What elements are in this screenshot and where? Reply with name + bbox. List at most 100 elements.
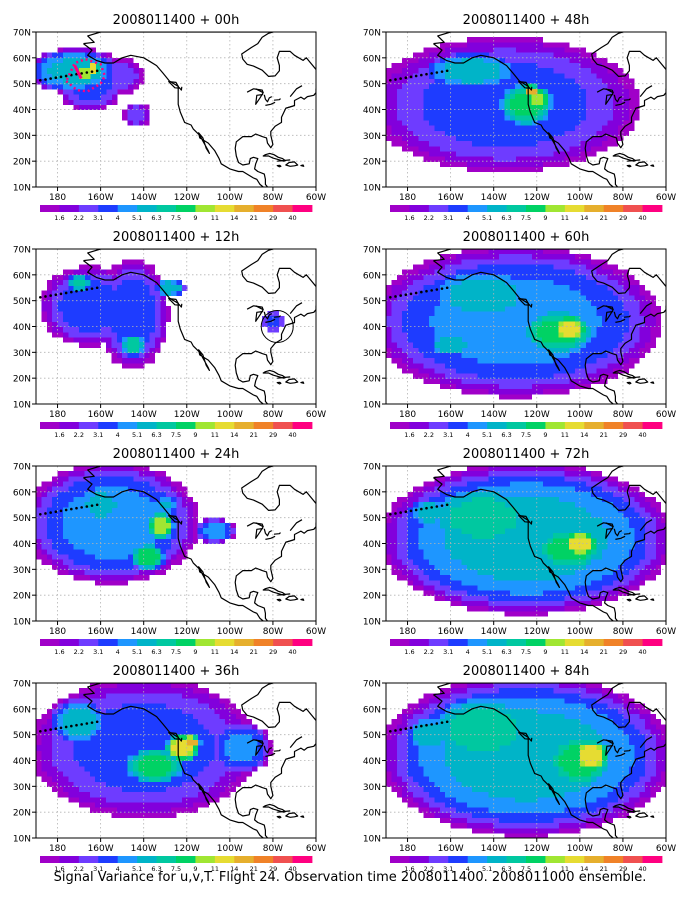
coastline-lake xyxy=(605,88,614,105)
colorbar-swatch xyxy=(428,856,449,863)
coastline-lake xyxy=(289,302,303,314)
colorbar-swatch xyxy=(214,422,235,429)
coastline-island xyxy=(315,249,316,250)
colorbar-label: 7.5 xyxy=(521,431,531,439)
aleutian-island xyxy=(75,723,78,727)
lat-tick-label: 50N xyxy=(363,731,381,741)
aleutian-island xyxy=(54,727,58,731)
colorbar-label: 9 xyxy=(543,431,547,439)
colorbar-swatch xyxy=(526,422,546,429)
colorbar-label: 1.6 xyxy=(54,431,64,439)
colorbar-label: 6.3 xyxy=(151,648,161,656)
colorbar-swatch xyxy=(545,205,566,212)
colorbar-swatch xyxy=(137,856,157,863)
coastline-north-america xyxy=(433,683,666,838)
coastline-lake xyxy=(596,88,614,93)
aleutian-island xyxy=(44,729,47,732)
colorbar-label: 3.1 xyxy=(443,431,453,439)
aleutian-island xyxy=(39,296,42,299)
lat-tick-label: 60N xyxy=(363,705,381,715)
coastline-island xyxy=(635,595,649,601)
coastline-lake xyxy=(277,159,291,162)
aleutian-island xyxy=(420,290,423,294)
aleutian-island xyxy=(409,75,413,79)
contour-level xyxy=(52,703,263,793)
colorbar-swatch xyxy=(273,639,293,646)
coastline-island xyxy=(667,80,681,90)
lat-tick-label: 10N xyxy=(13,618,31,628)
contour-level xyxy=(73,280,139,353)
colorbar-label: 6.3 xyxy=(151,431,161,439)
aleutian-island xyxy=(64,508,68,512)
coastline-lake xyxy=(178,303,183,308)
colorbar-swatch xyxy=(623,856,643,863)
aleutian-island xyxy=(49,77,52,80)
coastline-lake xyxy=(635,322,645,326)
colorbar-swatch xyxy=(78,205,99,212)
colorbar-label: 1.6 xyxy=(404,865,414,873)
coastline-lake xyxy=(639,519,653,531)
colorbar-label: 11 xyxy=(211,648,219,656)
colorbar-swatch xyxy=(506,856,527,863)
colorbar-swatch xyxy=(214,205,235,212)
aleutian-island xyxy=(404,293,408,297)
lat-tick-label: 20N xyxy=(13,158,31,168)
flight-track-leg xyxy=(73,64,83,80)
colorbar-swatch xyxy=(584,856,605,863)
colorbar-swatch xyxy=(603,639,624,646)
coastline-lake xyxy=(528,86,533,91)
variance-field xyxy=(386,466,666,617)
lat-tick-label: 60N xyxy=(13,488,31,498)
coastline-island xyxy=(665,32,666,33)
colorbar-swatch xyxy=(467,856,488,863)
colorbar-swatch xyxy=(409,205,430,212)
colorbar-swatch xyxy=(59,856,80,863)
gridlines xyxy=(386,249,666,404)
coastline-island xyxy=(168,298,180,306)
aleutian-island xyxy=(49,728,52,731)
colorbar-label: 9 xyxy=(193,648,197,656)
colorbar-swatch xyxy=(59,422,80,429)
colorbar-swatch xyxy=(117,205,138,212)
coastline-lake xyxy=(263,745,273,754)
colorbar-swatch xyxy=(584,205,605,212)
coastline-island xyxy=(285,812,299,818)
colorbar-swatch xyxy=(623,205,643,212)
colorbar-swatch xyxy=(273,205,293,212)
lat-tick-label: 40N xyxy=(13,106,31,116)
coastline-north-america xyxy=(433,249,666,404)
lon-tick-label: 60W xyxy=(656,193,676,203)
colorbar-swatch xyxy=(78,422,99,429)
lat-tick-label: 30N xyxy=(13,349,31,359)
colorbar-swatch xyxy=(253,856,274,863)
colorbar-swatch xyxy=(506,639,527,646)
aleutian-island xyxy=(414,291,418,295)
coastline-lake xyxy=(255,88,264,105)
lat-tick-label: 20N xyxy=(363,592,381,602)
lat-tick-label: 60N xyxy=(13,54,31,64)
colorbar-label: 29 xyxy=(619,431,627,439)
coastline-island xyxy=(665,249,666,250)
gridlines xyxy=(386,683,666,838)
colorbar-label: 29 xyxy=(619,865,627,873)
lat-tick-label: 30N xyxy=(363,349,381,359)
colorbar-swatch xyxy=(137,205,157,212)
colorbar-swatch xyxy=(214,639,235,646)
lon-tick-label: 140W xyxy=(131,627,157,637)
panel-title: 2008011400 + 84h xyxy=(463,664,590,679)
lon-tick-label: 100W xyxy=(217,627,243,637)
aleutian-island xyxy=(435,505,439,508)
colorbar-label: 3.1 xyxy=(443,648,453,656)
coastline-lake xyxy=(605,305,614,322)
colorbar-swatch xyxy=(545,856,566,863)
colorbar-swatch xyxy=(487,856,507,863)
aleutian-island xyxy=(59,726,63,730)
variance-field xyxy=(41,259,285,369)
colorbar-label: 5.1 xyxy=(482,648,492,656)
panel-title: 2008011400 + 00h xyxy=(113,13,240,28)
aleutian-island xyxy=(95,503,99,507)
coastline-lake xyxy=(246,305,264,310)
coastline-island xyxy=(518,81,530,89)
colorbar-label: 9 xyxy=(543,648,547,656)
colorbar-swatch xyxy=(214,856,235,863)
